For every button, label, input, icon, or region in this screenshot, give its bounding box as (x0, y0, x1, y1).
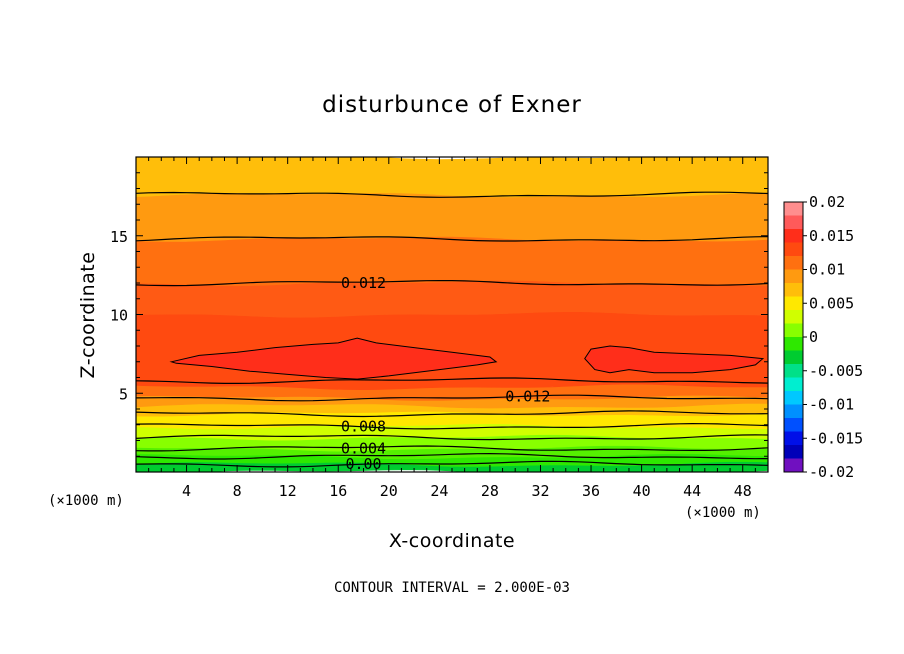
x-tick-label: 16 (329, 482, 347, 500)
colorbar-swatch (784, 256, 803, 270)
colorbar-swatch (784, 458, 803, 473)
colorbar-swatch (784, 323, 803, 338)
colorbar-swatch (784, 418, 803, 432)
colorbar-label: 0 (809, 328, 818, 346)
contour-line (136, 410, 768, 418)
contour-line (136, 191, 768, 198)
x-tick-label: 4 (182, 482, 191, 500)
plot-area (136, 157, 768, 472)
contour-line (136, 377, 768, 384)
colorbar-swatch (784, 377, 803, 392)
x-unit-right: (×1000 m) (685, 505, 761, 521)
colorbar-swatch (784, 202, 803, 216)
x-tick-label: 20 (380, 482, 398, 500)
x-tick-label: 44 (683, 482, 701, 500)
y-tick-label: 5 (119, 385, 128, 403)
colorbar: 0.02 0.015 0.01 0.005 0 -0.005 -0.01 -0.015 -0.0… (783, 193, 863, 481)
x-tick-label: 36 (582, 482, 600, 500)
colorbar-swatch (784, 229, 803, 243)
x-tick-label: 48 (734, 482, 752, 500)
contour-line (136, 394, 768, 402)
x-tick-label: 24 (430, 482, 448, 500)
colorbar-swatch (784, 242, 803, 257)
y-tick-label: 15 (110, 228, 128, 246)
contour-label: 0.004 (341, 439, 386, 457)
contour-band (136, 192, 768, 242)
colorbar-swatch (784, 404, 803, 419)
contour-band (136, 236, 768, 287)
contour-line (136, 452, 768, 460)
x-tick-label: 12 (279, 482, 297, 500)
colorbar-label: 0.015 (809, 227, 854, 245)
colorbar-label: -0.015 (809, 429, 863, 447)
y-tick-label: 10 (110, 307, 128, 325)
y-axis-ticks: 5 10 15 (110, 172, 768, 457)
contour-label: 0.012 (341, 274, 386, 292)
contour-label: 0.00 (345, 455, 381, 473)
x-tick-label: 40 (633, 482, 651, 500)
colorbar-label: -0.01 (809, 396, 854, 414)
x-tick-label: 8 (233, 482, 242, 500)
max-region (169, 337, 498, 380)
colorbar-swatch (784, 283, 803, 297)
x-tick-label: 28 (481, 482, 499, 500)
contour-line (136, 434, 768, 441)
contour-line (136, 445, 768, 452)
contour-line (136, 236, 768, 242)
colorbar-swatch (784, 296, 803, 311)
max-region (584, 345, 765, 374)
colorbar-swatch (784, 431, 803, 446)
contour-lines (136, 191, 768, 468)
contour-interval-note: CONTOUR INTERVAL = 2.000E-03 (334, 580, 570, 596)
x-axis-label: X-coordinate (389, 530, 515, 552)
colorbar-swatch (784, 391, 803, 405)
colorbar-swatch (784, 445, 803, 459)
contour-line (136, 280, 768, 287)
y-axis-label: Z-coordinate (77, 252, 99, 379)
colorbar-swatch (784, 269, 803, 284)
colorbar-label: 0.01 (809, 261, 845, 279)
colorbar-swatch (784, 364, 803, 378)
colorbar-label: -0.005 (809, 362, 863, 380)
colorbar-label: 0.02 (809, 193, 845, 211)
contour-line (136, 422, 768, 430)
contour-label: 0.008 (341, 417, 386, 435)
x-axis-ticks: 4 8 12 16 20 24 28 32 36 40 44 48 (148, 157, 756, 500)
colorbar-swatch (784, 350, 803, 365)
chart-title: disturbunce of Exner (322, 92, 582, 118)
colorbar-swatch (784, 337, 803, 351)
contour-line (136, 460, 768, 468)
contour-band (136, 311, 768, 391)
x-tick-label: 32 (531, 482, 549, 500)
colorbar-swatch (784, 310, 803, 324)
contour-label: 0.012 (505, 387, 550, 405)
colorbar-label: 0.005 (809, 294, 854, 312)
x-unit-left: (×1000 m) (48, 493, 124, 509)
colorbar-swatch (784, 215, 803, 230)
colorbar-label: -0.02 (809, 463, 854, 481)
